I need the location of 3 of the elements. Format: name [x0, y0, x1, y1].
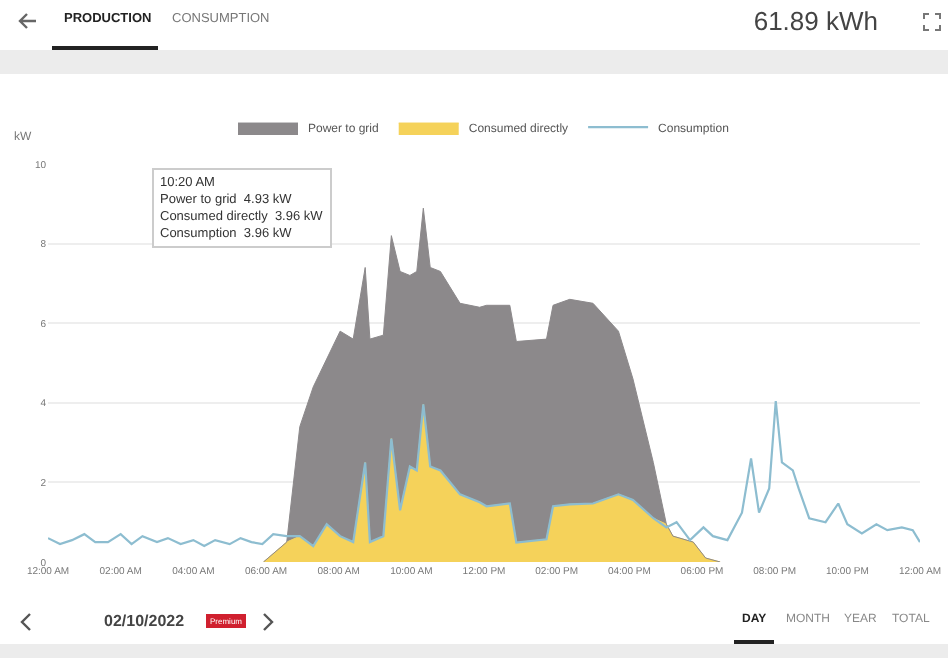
text: 02/10/2022	[104, 612, 185, 630]
line-series	[48, 400, 920, 548]
text: 61.89 kWh	[753, 6, 878, 36]
